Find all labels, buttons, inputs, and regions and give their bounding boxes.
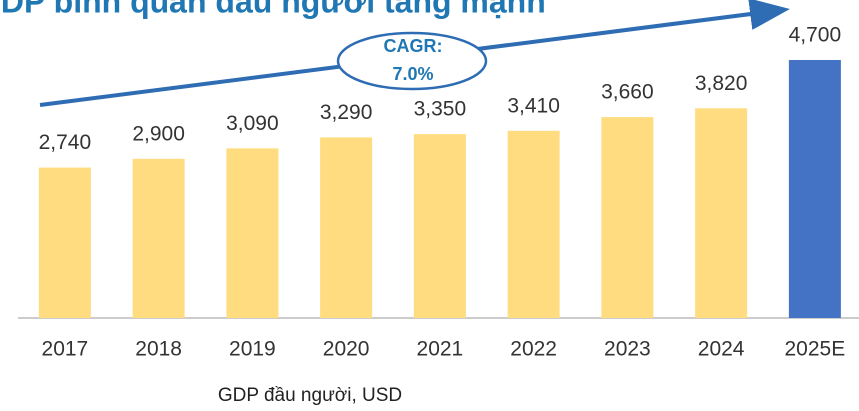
cagr-label: CAGR: [384,36,443,56]
value-label: 3,820 [695,72,748,95]
value-label: 3,290 [320,101,373,124]
x-tick-label: 2023 [604,338,651,361]
bar [226,148,279,318]
value-label: 3,660 [601,81,654,104]
value-label: 2,900 [132,122,185,145]
value-label: 3,410 [507,94,560,117]
bar [320,137,373,318]
cagr-bubble [336,31,488,91]
bar [601,117,654,319]
x-tick-label: 2020 [323,338,370,361]
bar [38,167,91,318]
x-tick-label: 2017 [42,338,89,361]
x-tick-label: 2022 [510,338,557,361]
chart-title: GDP bình quân đầu người tăng mạnh [0,0,546,19]
x-tick-label: 2025E [785,338,846,361]
x-tick-label: 2018 [135,338,182,361]
bar [695,108,748,318]
x-tick-label: 2024 [698,338,745,361]
value-label: 3,090 [226,112,279,135]
bar [413,134,466,318]
bar [507,130,560,318]
cagr-value: 7.0% [392,64,433,84]
x-tick-label: 2021 [417,338,464,361]
x-tick-label: 2019 [229,338,276,361]
x-axis-label: GDP đầu người, USD [218,385,402,406]
bar [132,158,185,318]
bar [788,60,841,318]
value-label: 3,350 [414,98,467,121]
value-label: 2,740 [39,131,92,154]
value-label: 4,700 [789,24,842,47]
